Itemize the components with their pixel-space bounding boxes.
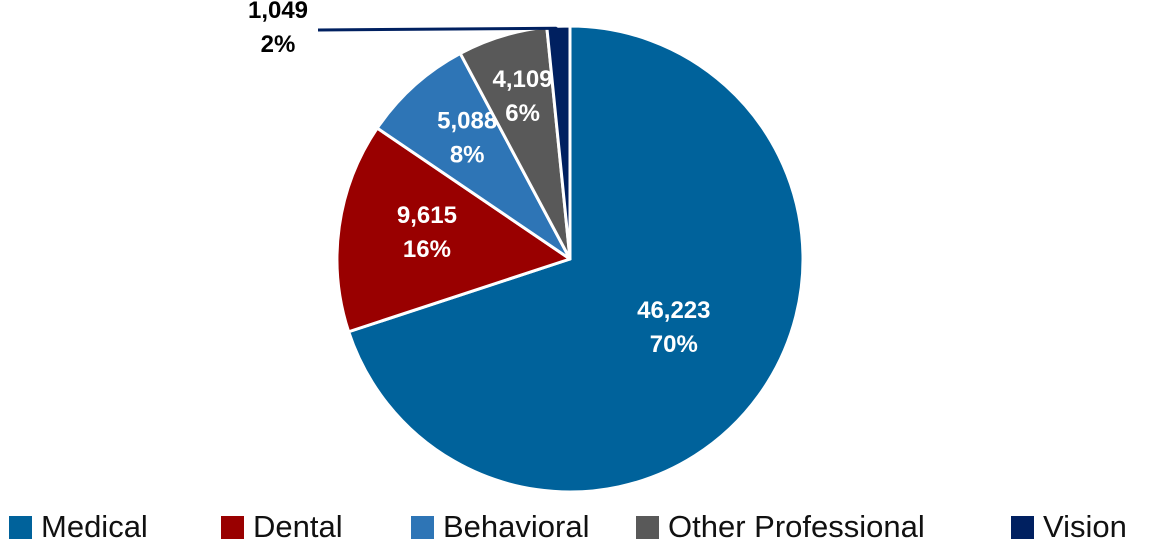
slice-label-dental: 9,615 16% <box>397 202 457 263</box>
pie-slice-medical <box>347 24 805 494</box>
legend-item-medical: Medical <box>9 504 148 550</box>
slice-pct-other-professional: 6% <box>505 100 540 127</box>
legend-label-vision: Vision <box>1043 509 1127 544</box>
legend: Medical Dental Behavioral Other Professi… <box>0 504 1170 550</box>
legend-item-behavioral: Behavioral <box>411 504 589 550</box>
leader-line-vision <box>317 26 560 32</box>
slice-value-other-professional: 4,109 <box>493 66 553 93</box>
legend-swatch-other-professional <box>636 515 659 539</box>
slice-label-other-professional: 4,109 6% <box>493 66 553 127</box>
slice-label-behavioral: 5,088 8% <box>437 108 497 169</box>
legend-label-other-professional: Other Professional <box>668 509 925 544</box>
slice-label-medical: 46,223 70% <box>637 297 710 358</box>
slice-label-vision: 1,049 2% <box>248 0 308 58</box>
slice-pct-medical: 70% <box>650 331 698 358</box>
pie-chart-plot: 46,223 70% 9,615 16% 5,088 8% 4,109 6% 1,049 2% <box>248 0 805 494</box>
pie-slice-behavioral <box>375 51 572 261</box>
slice-pct-vision: 2% <box>261 31 296 58</box>
legend-swatch-medical <box>9 515 32 539</box>
slice-value-medical: 46,223 <box>637 297 710 324</box>
legend-swatch-behavioral <box>411 515 434 539</box>
pie-slice-dental <box>335 126 572 334</box>
legend-label-medical: Medical <box>41 509 148 544</box>
slice-value-dental: 9,615 <box>397 202 457 229</box>
legend-swatch-dental <box>221 515 244 539</box>
slice-value-behavioral: 5,088 <box>437 108 497 135</box>
legend-item-dental: Dental <box>221 504 343 550</box>
legend-item-other-professional: Other Professional <box>636 504 925 550</box>
slice-value-vision: 1,049 <box>248 0 308 24</box>
legend-item-vision: Vision <box>1011 504 1127 550</box>
slice-pct-dental: 16% <box>403 236 451 263</box>
slice-pct-behavioral: 8% <box>450 142 485 169</box>
legend-label-dental: Dental <box>253 509 343 544</box>
legend-label-behavioral: Behavioral <box>443 509 590 544</box>
legend-swatch-vision <box>1011 515 1034 539</box>
